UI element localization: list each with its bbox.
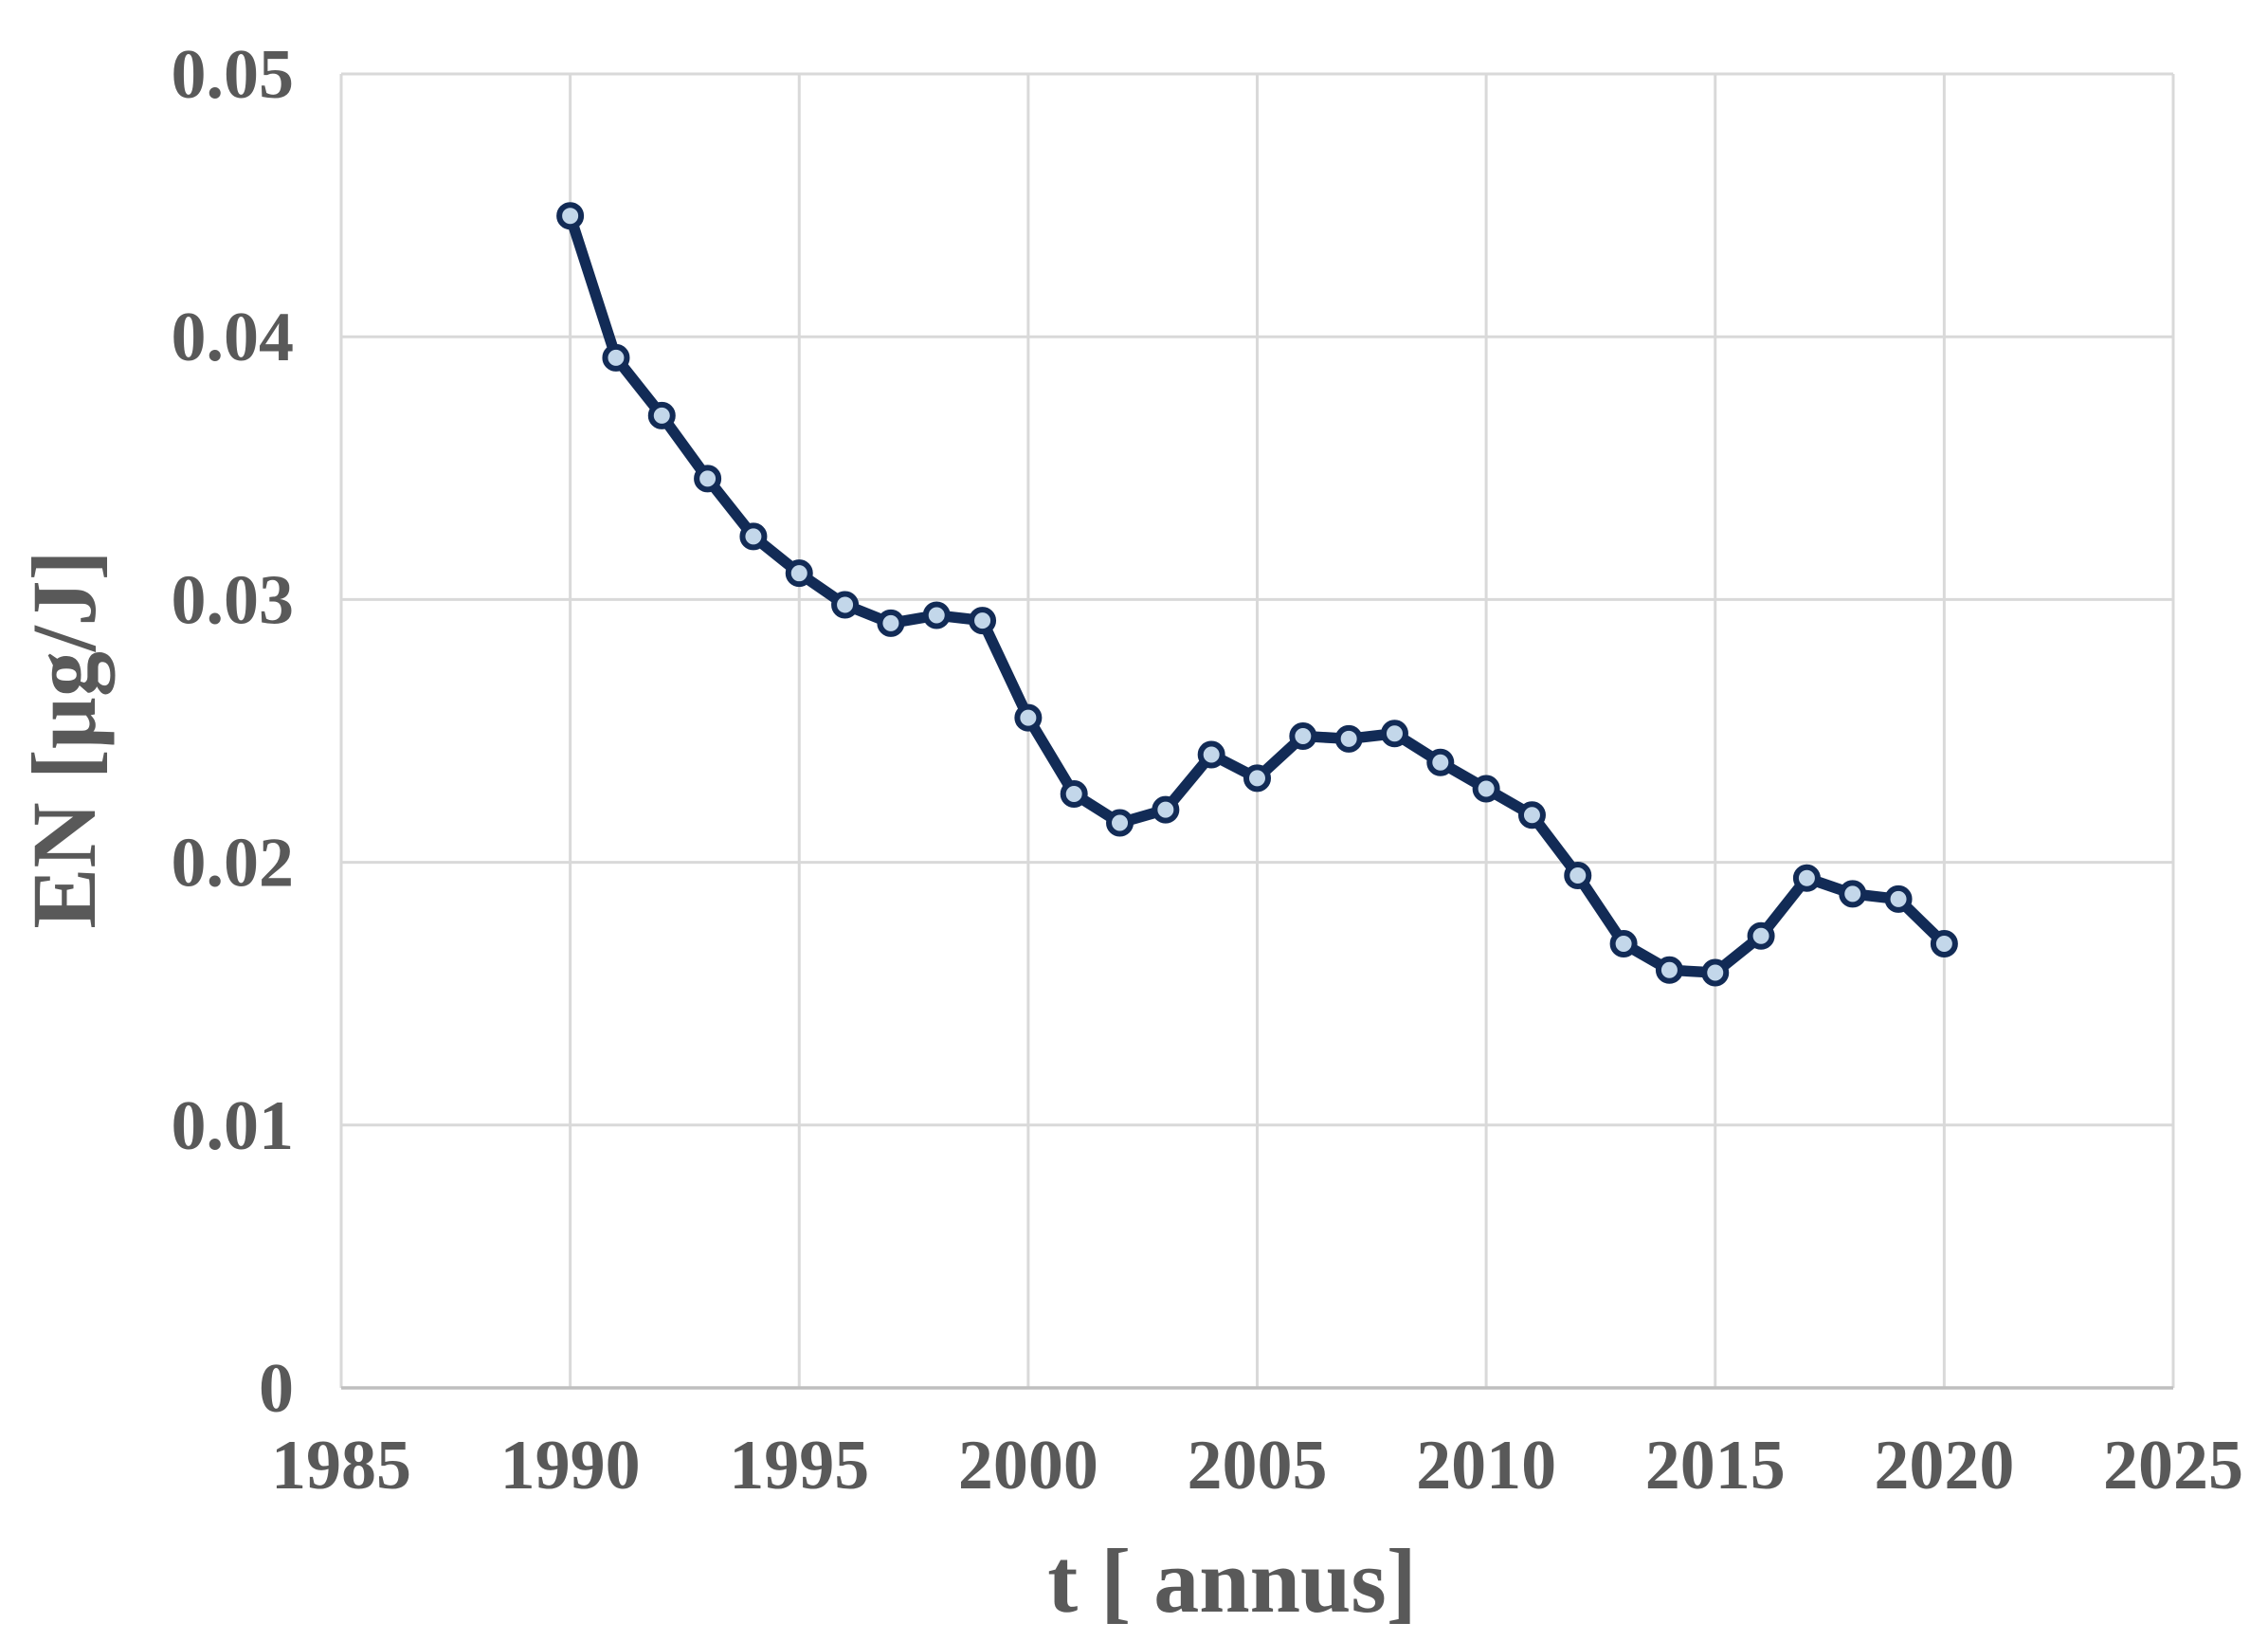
- data-point-marker: [1930, 930, 1958, 958]
- data-point-marker: [1609, 930, 1638, 958]
- data-point-marker: [1152, 795, 1180, 824]
- data-point-marker: [739, 522, 768, 551]
- data-point-marker: [1289, 722, 1317, 751]
- data-point-marker: [1060, 780, 1088, 809]
- y-tick-label: 0.05: [172, 36, 295, 114]
- data-point-marker: [556, 202, 585, 230]
- x-tick-label: 1995: [729, 1427, 869, 1504]
- y-tick-label: 0: [259, 1350, 294, 1428]
- x-tick-label: 2025: [2103, 1427, 2243, 1504]
- data-point-marker: [694, 465, 722, 493]
- data-point-marker: [1197, 740, 1225, 769]
- data-point-marker: [1747, 921, 1775, 950]
- data-point-marker: [1517, 801, 1546, 830]
- x-tick-label: 2015: [1645, 1427, 1786, 1504]
- data-point-marker: [1655, 956, 1683, 984]
- data-point-marker: [1839, 880, 1867, 908]
- data-point-marker: [602, 343, 630, 372]
- x-axis-title: t [ annus]: [1047, 1530, 1416, 1632]
- x-tick-label: 1990: [500, 1427, 641, 1504]
- gridline-layer: [339, 72, 2175, 1390]
- y-tick-label: 0.02: [172, 825, 295, 903]
- x-tick-label: 2005: [1188, 1427, 1328, 1504]
- data-point-marker: [1426, 748, 1455, 776]
- x-tick-label: 2000: [958, 1427, 1098, 1504]
- data-point-marker: [1564, 861, 1592, 889]
- series-layer: [556, 202, 1958, 987]
- x-tick-label: 2020: [1874, 1427, 2014, 1504]
- tick-label-layer: 1985 1990 1995 2000 2005 2010 2015 2020 2025 0 0.0…: [172, 36, 2244, 1504]
- x-tick-label: 1985: [271, 1427, 411, 1504]
- data-point-marker: [1106, 809, 1134, 837]
- data-point-marker: [1701, 958, 1730, 987]
- y-tick-label: 0.04: [172, 299, 295, 376]
- data-point-marker: [1014, 703, 1043, 732]
- data-point-marker: [647, 401, 676, 429]
- data-point-marker: [1380, 720, 1408, 748]
- data-point-marker: [877, 609, 905, 637]
- data-point-marker: [1243, 764, 1271, 793]
- x-tick-label: 2010: [1416, 1427, 1556, 1504]
- data-point-marker: [1334, 724, 1363, 753]
- data-point-marker: [1792, 864, 1821, 892]
- y-axis-title: EN [µg/J]: [13, 550, 115, 928]
- y-tick-label: 0.01: [172, 1087, 295, 1165]
- data-point-marker: [1884, 884, 1913, 913]
- data-point-marker: [922, 601, 951, 629]
- data-point-marker: [969, 607, 997, 635]
- y-tick-label: 0.03: [172, 561, 295, 639]
- data-point-marker: [831, 591, 860, 619]
- data-point-marker: [785, 559, 813, 588]
- data-point-marker: [1472, 775, 1500, 803]
